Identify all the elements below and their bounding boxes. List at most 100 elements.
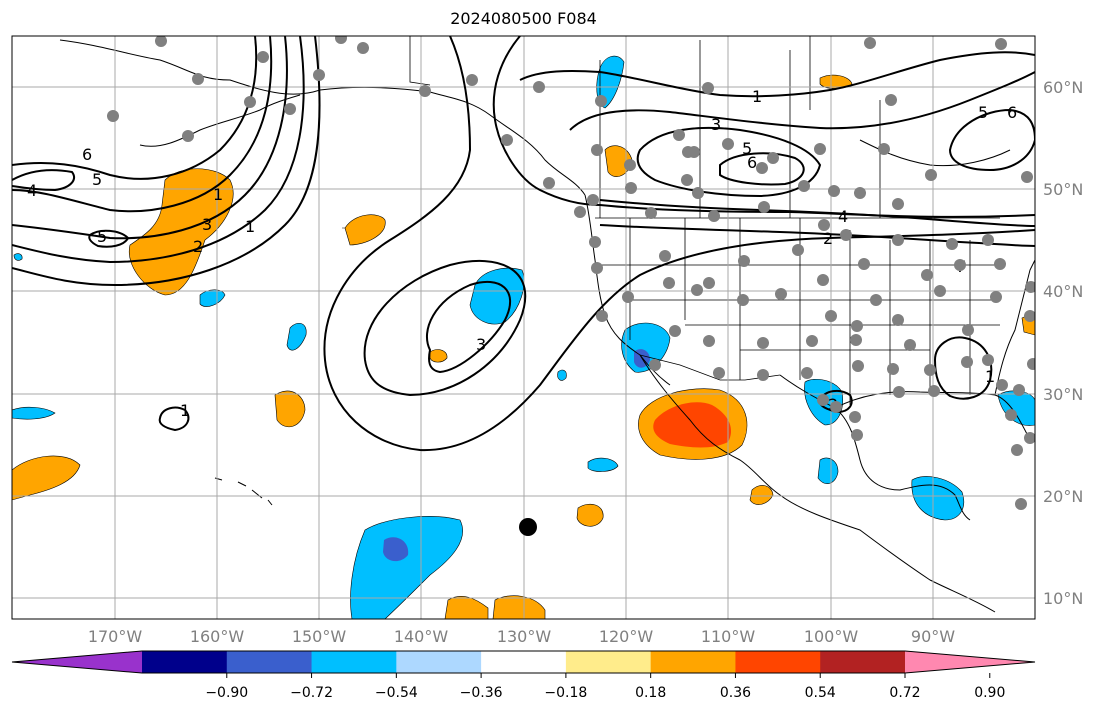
station-dot — [692, 187, 704, 199]
station-dot — [825, 310, 837, 322]
station-dot — [244, 96, 256, 108]
station-dot — [946, 238, 958, 250]
station-dot — [792, 244, 804, 256]
station-markers — [107, 36, 1035, 510]
colorbar: −0.90 −0.72 −0.54 −0.36 −0.18 0.18 0.36 0.54 0.7… — [11, 650, 1036, 701]
contour-line — [88, 229, 130, 248]
contour-label: 1 — [985, 367, 995, 386]
lon-label: 160°W — [190, 627, 245, 646]
colorbar-tick-label: −0.72 — [290, 685, 333, 701]
contour-line — [933, 336, 993, 400]
station-dot — [830, 401, 842, 413]
station-dot — [691, 284, 703, 296]
lat-label: 50°N — [1043, 180, 1083, 199]
station-dot — [107, 110, 119, 122]
contour-label: 2 — [823, 229, 833, 248]
station-dot — [817, 394, 829, 406]
contour-label: 3 — [711, 115, 721, 134]
dark-blue-shade — [383, 537, 409, 562]
station-dot — [1024, 432, 1035, 444]
map-frame — [11, 35, 1036, 620]
station-dot — [708, 210, 720, 222]
blue-shade — [12, 406, 56, 420]
lat-label: 40°N — [1043, 282, 1083, 301]
colorbar-tick-label: 0.90 — [974, 685, 1005, 701]
baja-coast — [639, 354, 996, 613]
station-dot — [663, 277, 675, 289]
colorbar-extend-low — [12, 651, 142, 673]
contour-label: 4 — [27, 181, 37, 200]
station-dot — [851, 429, 863, 441]
hawaii-islands — [214, 477, 273, 506]
station-dot — [737, 294, 749, 306]
station-dot — [669, 325, 681, 337]
station-dot — [673, 129, 685, 141]
blue-shade — [997, 390, 1035, 426]
station-dot — [1024, 310, 1035, 322]
station-dot — [801, 367, 813, 379]
lon-label: 110°W — [701, 627, 756, 646]
blue-shade — [557, 369, 567, 381]
lat-label: 30°N — [1043, 385, 1083, 404]
station-dot — [1021, 171, 1033, 183]
colorbar-segment — [481, 651, 567, 673]
colorbar-tick-label: −0.90 — [205, 685, 248, 701]
colorbar-tick-label: 0.72 — [889, 685, 920, 701]
contour-label: 1 — [213, 185, 223, 204]
colorbar-segment — [311, 651, 397, 673]
contour-line — [12, 36, 288, 240]
station-dot — [767, 152, 779, 164]
station-dot — [757, 369, 769, 381]
contour-line — [12, 36, 273, 213]
lat-label: 20°N — [1043, 487, 1083, 506]
colorbar-tick-label: −0.18 — [544, 685, 587, 701]
station-dot — [1005, 409, 1017, 421]
lon-label: 130°W — [497, 627, 552, 646]
station-dot — [1025, 281, 1035, 293]
station-dot — [758, 201, 770, 213]
station-dot — [155, 36, 167, 47]
orange-shade — [444, 596, 489, 619]
contour-line — [12, 36, 321, 287]
station-dot — [892, 198, 904, 210]
colorbar-tick-label: −0.36 — [460, 685, 503, 701]
station-dot — [591, 144, 603, 156]
station-dot — [1015, 498, 1027, 510]
station-dot — [852, 360, 864, 372]
station-dot — [419, 85, 431, 97]
station-dot — [703, 335, 715, 347]
map-title: 2024080500 F084 — [450, 9, 597, 28]
station-dot — [702, 82, 714, 94]
contour-line — [323, 36, 1035, 452]
station-dot — [645, 207, 657, 219]
station-dot — [818, 219, 830, 231]
contour-line — [719, 152, 805, 186]
station-dot — [934, 285, 946, 297]
lon-label: 150°W — [292, 627, 347, 646]
station-dot — [649, 359, 661, 371]
station-dot — [798, 180, 810, 192]
contour-label: 5 — [978, 103, 988, 122]
graticule — [12, 36, 1035, 619]
station-dot — [622, 291, 634, 303]
contour-line — [599, 199, 1035, 227]
station-dot — [501, 134, 513, 146]
orange-shade — [128, 168, 234, 296]
station-dot — [357, 42, 369, 54]
orange-shade — [749, 485, 774, 505]
station-dot — [574, 206, 586, 218]
anomaly-shading — [12, 55, 1035, 619]
station-dot — [182, 130, 194, 142]
station-dot — [624, 159, 636, 171]
contour-label: 4 — [838, 207, 848, 226]
station-dot — [1027, 358, 1035, 370]
contour-line — [363, 259, 527, 397]
orange-shade — [274, 390, 306, 428]
station-dot — [850, 334, 862, 346]
station-dot — [1013, 384, 1025, 396]
contour-lines — [12, 36, 1035, 452]
contour-line — [158, 406, 190, 432]
station-dot — [533, 81, 545, 93]
station-dot — [757, 337, 769, 349]
station-dot — [892, 234, 904, 246]
